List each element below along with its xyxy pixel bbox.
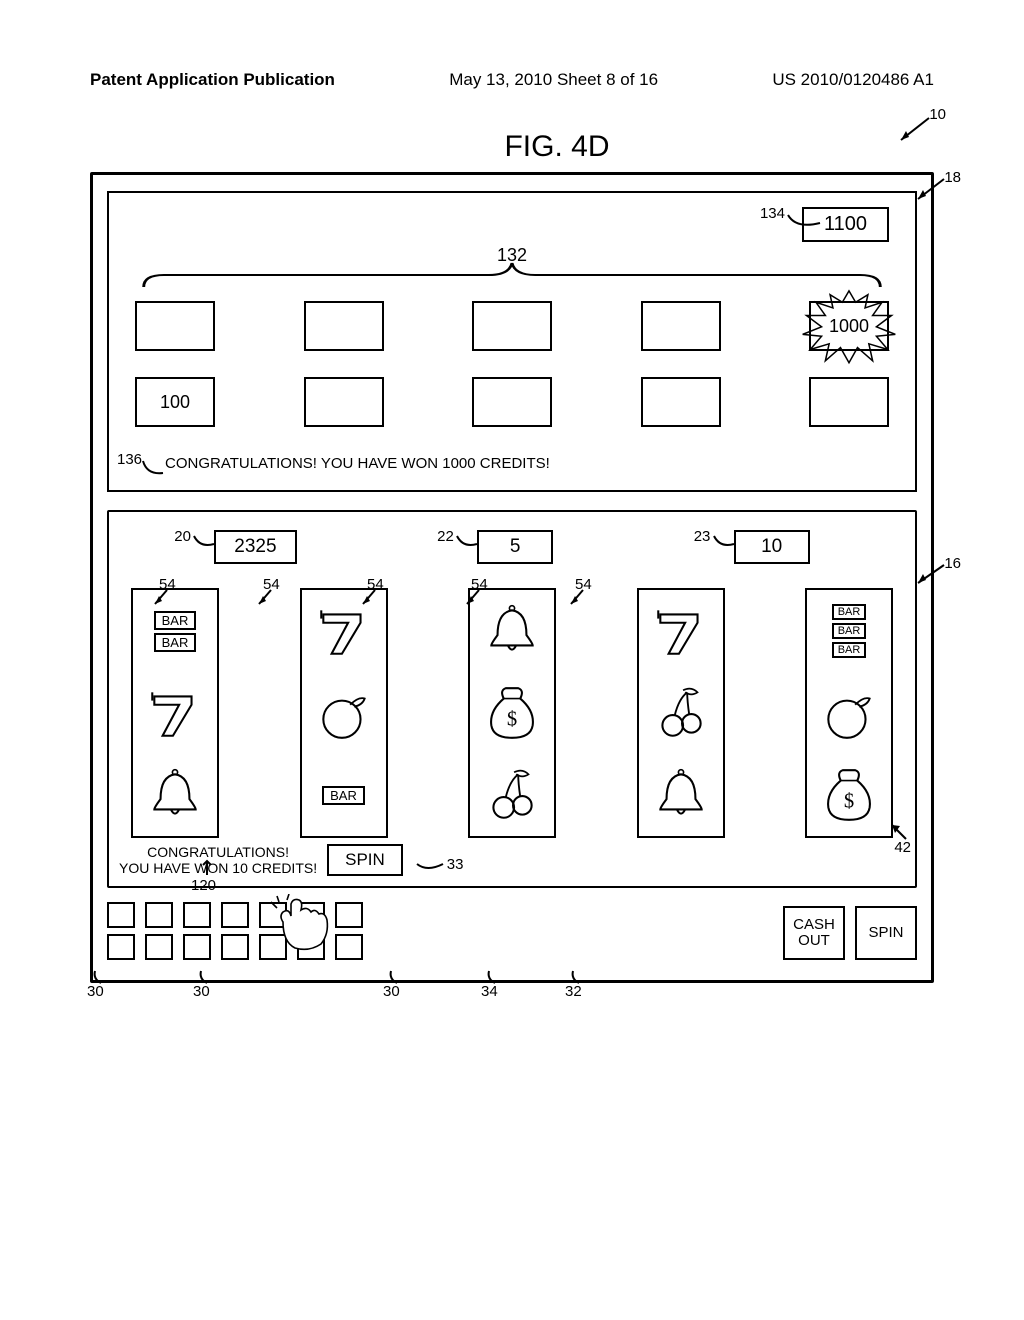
spin-button[interactable]: SPIN (855, 906, 917, 960)
reel: BARBAR (131, 588, 219, 838)
pick-box[interactable] (304, 301, 384, 351)
reel-cell: $ (470, 672, 554, 754)
pick-box[interactable] (304, 377, 384, 427)
ref-33: 33 (447, 856, 464, 873)
reel: $ (468, 588, 556, 838)
device-frame: 18 134 1100 132 (90, 172, 934, 983)
bet-button[interactable] (183, 934, 211, 960)
ref-136: 136 (117, 451, 142, 468)
moneybag-icon: $ (481, 682, 543, 744)
spin-button-small[interactable]: SPIN (327, 844, 403, 876)
credit-box-won: 10 (734, 530, 810, 564)
bet-button[interactable] (107, 934, 135, 960)
bet-button[interactable] (335, 934, 363, 960)
pick-row-1: 1000 (135, 301, 889, 351)
congrats-l2: YOU HAVE WON 10 CREDITS! (119, 860, 317, 876)
cashout-label: CASH OUT (793, 917, 835, 950)
reel (637, 588, 725, 838)
credit-box-bet: 5 (477, 530, 553, 564)
button-row: CASH OUT SPIN (107, 902, 917, 960)
pick-box[interactable] (472, 377, 552, 427)
seven-icon (650, 600, 712, 662)
reels: BARBARBAR$BARBARBAR$ (131, 588, 893, 838)
reel: BARBARBAR $ (805, 588, 893, 838)
congrats-upper: CONGRATULATIONS! YOU HAVE WON 1000 CREDI… (165, 455, 897, 472)
reel-cell (470, 590, 554, 672)
orange-icon (818, 682, 880, 744)
reel-cell (133, 754, 217, 836)
figure-title: FIG. 4D (180, 130, 934, 164)
pick-box[interactable] (809, 377, 889, 427)
pick-box[interactable] (135, 301, 215, 351)
congrats-lower: CONGRATULATIONS! YOU HAVE WON 10 CREDITS… (119, 844, 317, 876)
credit-box-total: 2325 (214, 530, 296, 564)
reel-cell (133, 672, 217, 754)
header-right: US 2010/0120486 A1 (772, 70, 934, 90)
bet-button[interactable] (145, 902, 173, 928)
bet-button[interactable] (335, 902, 363, 928)
ref-32: 32 (565, 983, 582, 1000)
reel-cell (639, 590, 723, 672)
reel-cell: BARBAR (133, 590, 217, 672)
ref-18: 18 (944, 169, 961, 186)
bell-icon (650, 764, 712, 826)
brace-icon (135, 257, 889, 289)
bar-bar-bar-icon: BARBARBAR (832, 604, 867, 658)
ref-16: 16 (944, 555, 961, 572)
ref-20: 20 (174, 528, 191, 545)
reel-cell: BARBARBAR (807, 590, 891, 672)
reel-cell (639, 754, 723, 836)
ref-120: 120 (191, 877, 216, 894)
ref-30: 30 (193, 983, 210, 1000)
orange-icon (313, 682, 375, 744)
cherry-icon (481, 764, 543, 826)
header-center: May 13, 2010 Sheet 8 of 16 (449, 70, 658, 90)
bet-button[interactable] (183, 902, 211, 928)
pick-box[interactable] (641, 377, 721, 427)
ref-10: 10 (929, 106, 946, 123)
ref-23: 23 (694, 528, 711, 545)
reel-cell (639, 672, 723, 754)
bell-icon (144, 764, 206, 826)
bar-bar-icon: BARBAR (154, 611, 197, 652)
reel-cell (470, 754, 554, 836)
lower-display: 20 2325 22 5 23 10 54 54 54 (107, 510, 917, 888)
svg-text:$: $ (844, 790, 854, 812)
counter-box: 1100 (802, 207, 889, 242)
seven-icon (313, 600, 375, 662)
reel-cell (302, 590, 386, 672)
header-left: Patent Application Publication (90, 70, 335, 90)
moneybag-icon: $ (818, 764, 880, 826)
upper-display: 134 1100 132 1000 (107, 191, 917, 492)
congrats-l1: CONGRATULATIONS! (119, 844, 317, 860)
reel-cell: $ (807, 754, 891, 836)
reel-cell (302, 672, 386, 754)
bet-button[interactable] (145, 934, 173, 960)
bet-button[interactable] (221, 934, 249, 960)
reel: BAR (300, 588, 388, 838)
pick-box-winner[interactable]: 1000 (809, 301, 889, 351)
ref-134: 134 (760, 205, 785, 222)
reel-cell: BAR (302, 754, 386, 836)
ref-22: 22 (437, 528, 454, 545)
ref-34: 34 (481, 983, 498, 1000)
svg-text:$: $ (507, 708, 517, 730)
cashout-button[interactable]: CASH OUT (783, 906, 845, 960)
bar-icon: BAR (322, 786, 365, 805)
bell-icon (481, 600, 543, 662)
reel-cell (807, 672, 891, 754)
bet-button[interactable] (107, 902, 135, 928)
cherry-icon (650, 682, 712, 744)
pick-row-2: 100 (135, 377, 889, 427)
pick-box[interactable]: 100 (135, 377, 215, 427)
pick-box[interactable] (472, 301, 552, 351)
bet-button[interactable] (221, 902, 249, 928)
pick-value: 1000 (829, 316, 869, 337)
ref-30: 30 (87, 983, 104, 1000)
pick-box[interactable] (641, 301, 721, 351)
ref-30: 30 (383, 983, 400, 1000)
hand-pointer-icon (269, 894, 339, 954)
seven-icon (144, 682, 206, 744)
